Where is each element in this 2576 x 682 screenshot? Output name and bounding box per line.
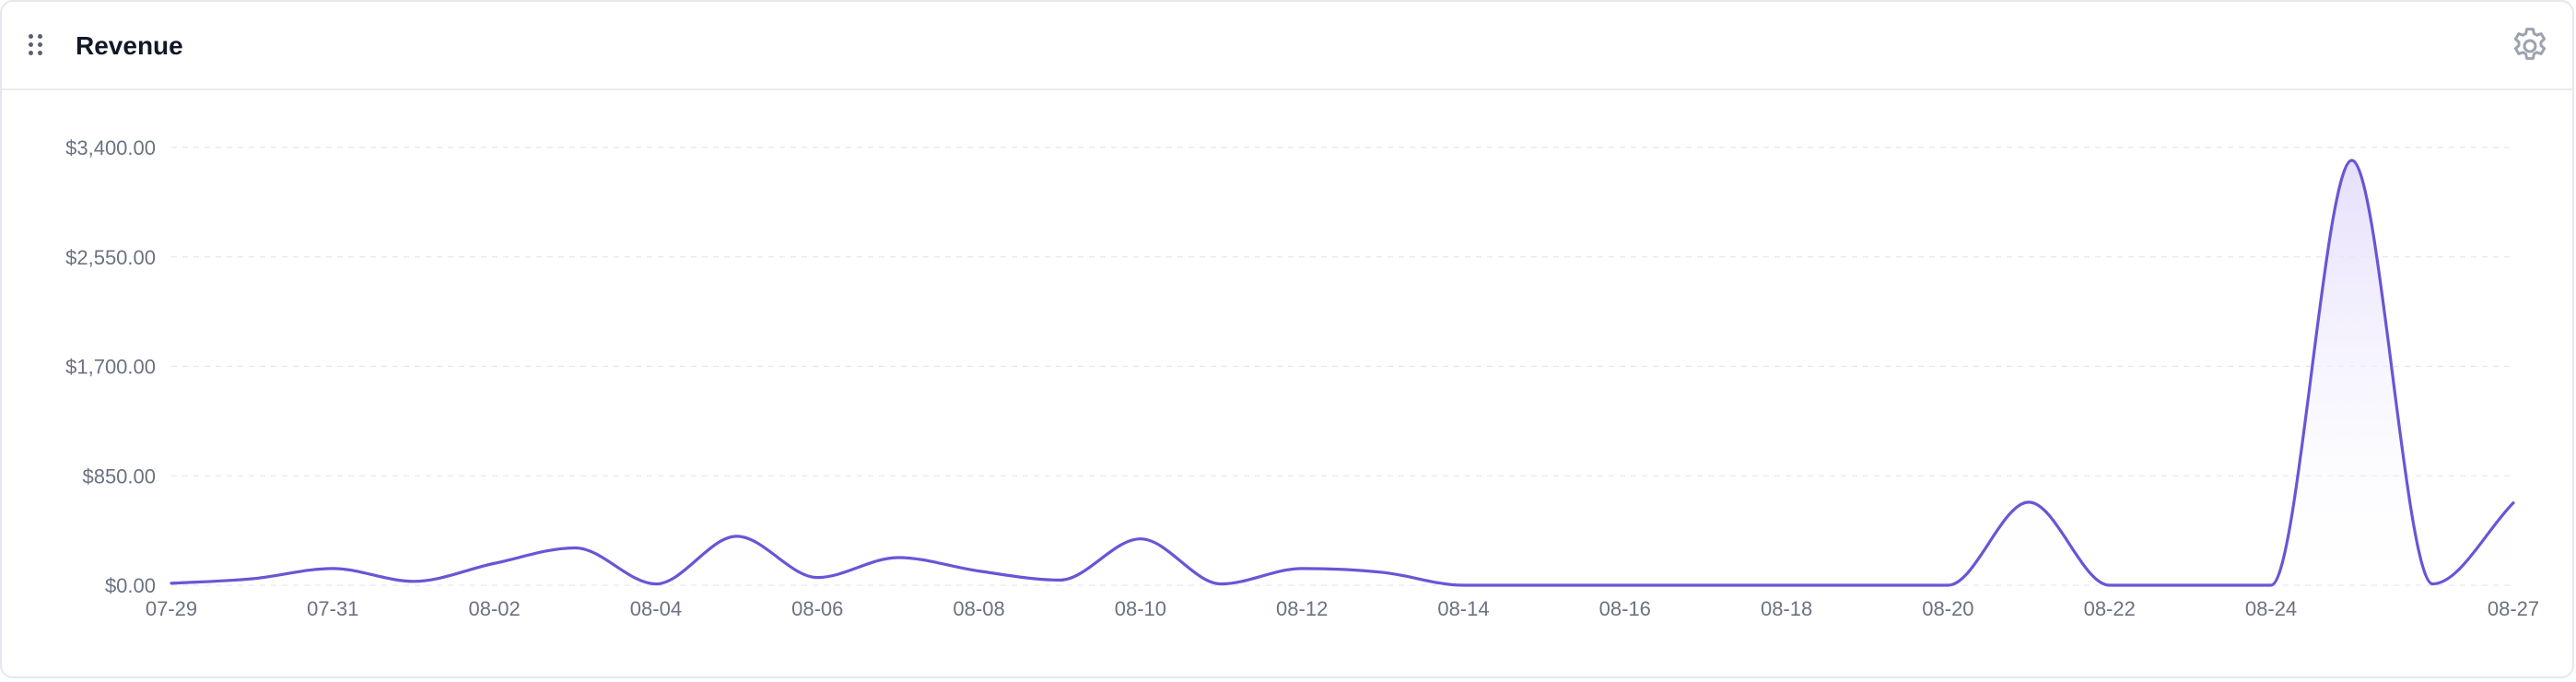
data-point[interactable] bbox=[1700, 580, 1711, 591]
data-point[interactable] bbox=[1620, 580, 1631, 591]
data-point[interactable] bbox=[489, 558, 500, 569]
x-tick-label: 08-22 bbox=[2084, 597, 2136, 620]
data-point[interactable] bbox=[732, 531, 743, 542]
x-tick-label: 08-16 bbox=[1599, 597, 1651, 620]
data-point[interactable] bbox=[1054, 574, 1065, 585]
data-point[interactable] bbox=[1781, 580, 1792, 591]
y-tick-label: $3,400.00 bbox=[65, 136, 156, 159]
data-point[interactable] bbox=[1296, 563, 1307, 574]
data-point[interactable] bbox=[1458, 580, 1469, 591]
x-tick-label: 07-31 bbox=[307, 597, 358, 620]
x-tick-label: 08-27 bbox=[2488, 597, 2539, 620]
x-tick-label: 08-20 bbox=[1922, 597, 1973, 620]
data-point[interactable] bbox=[2023, 497, 2034, 508]
x-tick-label: 07-29 bbox=[146, 597, 197, 620]
y-tick-label: $1,700.00 bbox=[65, 356, 156, 379]
revenue-chart: $0.00$850.00$1,700.00$2,550.00$3,400.00 … bbox=[65, 136, 2539, 620]
card-header: Revenue bbox=[2, 2, 2572, 90]
x-tick-label: 08-08 bbox=[953, 597, 1004, 620]
x-tick-label: 08-10 bbox=[1115, 597, 1166, 620]
data-point[interactable] bbox=[166, 578, 177, 589]
data-point[interactable] bbox=[1135, 534, 1146, 545]
revenue-area bbox=[171, 159, 2513, 585]
revenue-line bbox=[170, 159, 2515, 587]
data-point[interactable] bbox=[650, 579, 662, 590]
data-point[interactable] bbox=[2427, 579, 2438, 590]
drag-handle-icon[interactable] bbox=[28, 33, 44, 57]
data-point[interactable] bbox=[327, 563, 338, 574]
gear-icon[interactable] bbox=[2508, 24, 2552, 68]
data-point[interactable] bbox=[893, 552, 904, 563]
data-point[interactable] bbox=[2104, 580, 2115, 591]
data-point[interactable] bbox=[2508, 498, 2519, 509]
data-point[interactable] bbox=[2184, 580, 2195, 591]
y-tick-label: $850.00 bbox=[82, 464, 156, 488]
x-tick-label: 08-24 bbox=[2245, 597, 2297, 620]
data-point[interactable] bbox=[812, 572, 823, 583]
x-tick-label: 08-06 bbox=[791, 597, 843, 620]
y-tick-label: $0.00 bbox=[105, 574, 156, 597]
data-point[interactable] bbox=[1862, 580, 1873, 591]
x-tick-label: 08-04 bbox=[630, 597, 682, 620]
data-point[interactable] bbox=[974, 566, 985, 577]
data-point[interactable] bbox=[247, 573, 258, 584]
x-tick-label: 08-02 bbox=[468, 597, 520, 620]
data-point[interactable] bbox=[408, 576, 419, 587]
data-point[interactable] bbox=[1377, 567, 1388, 578]
card-title: Revenue bbox=[76, 31, 183, 60]
data-point[interactable] bbox=[2347, 155, 2358, 166]
data-point[interactable] bbox=[1216, 579, 1227, 590]
y-tick-label: $2,550.00 bbox=[65, 246, 156, 269]
data-point[interactable] bbox=[1539, 580, 1550, 591]
data-point[interactable] bbox=[569, 542, 580, 553]
x-tick-label: 08-12 bbox=[1276, 597, 1328, 620]
x-tick-label: 08-18 bbox=[1761, 597, 1812, 620]
x-tick-label: 08-14 bbox=[1437, 597, 1489, 620]
data-point[interactable] bbox=[2266, 580, 2277, 591]
data-point[interactable] bbox=[1942, 580, 1953, 591]
